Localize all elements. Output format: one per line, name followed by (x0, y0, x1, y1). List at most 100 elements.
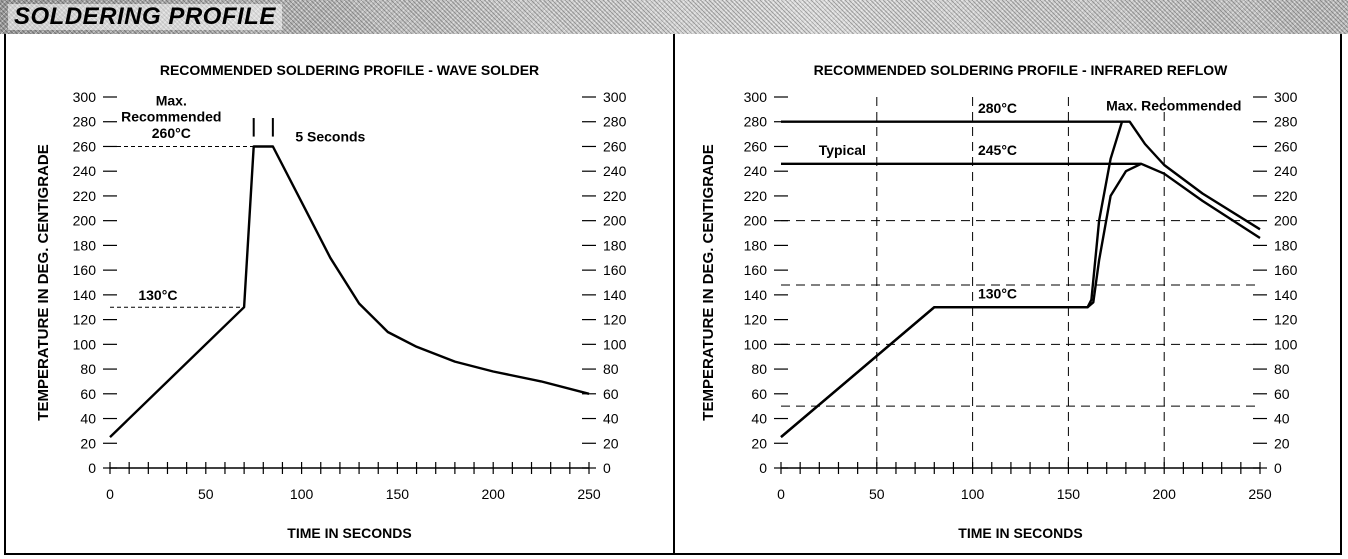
y-tick-label-right: 80 (603, 361, 619, 377)
y-tick-label-left: 140 (73, 287, 97, 303)
annotation-label: 130°C (978, 286, 1017, 302)
y-tick-label-left: 200 (744, 213, 768, 229)
panel-divider (673, 34, 675, 555)
y-tick-label-right: 200 (603, 213, 627, 229)
y-tick-label-right: 300 (603, 89, 627, 105)
y-tick-label-left: 100 (744, 336, 768, 352)
y-tick-label-left: 0 (759, 460, 767, 476)
x-axis-label: TIME IN SECONDS (287, 525, 411, 541)
x-tick-label: 50 (869, 486, 885, 502)
x-tick-label: 200 (482, 486, 506, 502)
x-tick-label: 50 (198, 486, 214, 502)
y-tick-label-left: 300 (73, 89, 97, 105)
y-tick-label-left: 180 (744, 237, 768, 253)
y-tick-label-right: 240 (1274, 163, 1298, 179)
y-tick-label-left: 240 (73, 163, 97, 179)
y-tick-label-left: 200 (73, 213, 97, 229)
y-tick-label-right: 200 (1274, 213, 1298, 229)
y-tick-label-left: 300 (744, 89, 768, 105)
wave-solder-chart: RECOMMENDED SOLDERING PROFILE - WAVE SOL… (35, 62, 627, 541)
annotation-label: Typical (819, 142, 866, 158)
x-tick-label: 0 (106, 486, 114, 502)
chart-title: RECOMMENDED SOLDERING PROFILE - WAVE SOL… (160, 62, 539, 78)
annotation-label: 280°C (978, 100, 1017, 116)
chart-title: RECOMMENDED SOLDERING PROFILE - INFRARED… (814, 62, 1229, 78)
y-tick-label-right: 160 (603, 262, 627, 278)
y-tick-label-right: 40 (1274, 411, 1290, 427)
annotation-label: 245°C (978, 142, 1017, 158)
series-line-1 (109, 145, 590, 438)
y-tick-label-left: 120 (73, 312, 97, 328)
annotation-label: Max. (156, 93, 187, 109)
y-tick-label-left: 160 (744, 262, 768, 278)
y-tick-label-left: 240 (744, 163, 768, 179)
series-line-2 (780, 162, 1261, 439)
y-tick-label-right: 300 (1274, 89, 1298, 105)
x-axis-label: TIME IN SECONDS (958, 525, 1082, 541)
y-tick-label-left: 180 (73, 237, 97, 253)
series-line-1 (780, 120, 1261, 439)
x-tick-label: 250 (1248, 486, 1272, 502)
annotation-label: 5 Seconds (295, 129, 365, 145)
y-tick-label-right: 240 (603, 163, 627, 179)
y-tick-label-left: 40 (80, 411, 96, 427)
x-tick-label: 250 (577, 486, 601, 502)
y-tick-label-right: 60 (1274, 386, 1290, 402)
y-tick-label-left: 160 (73, 262, 97, 278)
y-tick-label-right: 40 (603, 411, 619, 427)
header-title: SOLDERING PROFILE (8, 4, 282, 30)
header-banner: SOLDERING PROFILE (0, 0, 1348, 34)
y-tick-label-right: 260 (603, 138, 627, 154)
annotation-label: 260°C (152, 125, 191, 141)
annotation-label: 130°C (138, 287, 177, 303)
x-tick-label: 150 (386, 486, 410, 502)
x-tick-label: 0 (777, 486, 785, 502)
y-tick-label-right: 180 (1274, 237, 1298, 253)
y-tick-label-right: 0 (603, 460, 611, 476)
y-tick-label-right: 220 (603, 188, 627, 204)
y-tick-label-left: 220 (744, 188, 768, 204)
y-tick-label-right: 280 (603, 114, 627, 130)
y-tick-label-left: 280 (744, 114, 768, 130)
y-tick-label-left: 220 (73, 188, 97, 204)
y-tick-label-right: 120 (603, 312, 627, 328)
y-tick-label-left: 120 (744, 312, 768, 328)
y-tick-label-left: 280 (73, 114, 97, 130)
y-tick-label-left: 60 (751, 386, 767, 402)
y-tick-label-left: 140 (744, 287, 768, 303)
y-tick-label-right: 20 (603, 435, 619, 451)
y-tick-label-right: 0 (1274, 460, 1282, 476)
x-tick-label: 100 (961, 486, 985, 502)
y-tick-label-right: 100 (603, 336, 627, 352)
y-tick-label-right: 120 (1274, 312, 1298, 328)
y-tick-label-right: 260 (1274, 138, 1298, 154)
y-tick-label-right: 220 (1274, 188, 1298, 204)
y-tick-label-left: 100 (73, 336, 97, 352)
y-tick-label-left: 60 (80, 386, 96, 402)
y-tick-label-right: 280 (1274, 114, 1298, 130)
annotation-label: Recommended (121, 109, 221, 125)
y-tick-label-left: 260 (73, 138, 97, 154)
y-tick-label-right: 180 (603, 237, 627, 253)
y-tick-label-left: 20 (80, 435, 96, 451)
x-tick-label: 200 (1153, 486, 1177, 502)
annotation-label: Max. Recommended (1106, 98, 1241, 114)
y-tick-label-left: 260 (744, 138, 768, 154)
infrared-reflow-chart: RECOMMENDED SOLDERING PROFILE - INFRARED… (700, 62, 1298, 541)
y-axis-label: TEMPERATURE IN DEG. CENTIGRADE (700, 144, 717, 420)
y-tick-label-right: 160 (1274, 262, 1298, 278)
y-tick-label-right: 140 (603, 287, 627, 303)
y-tick-label-left: 0 (88, 460, 96, 476)
y-tick-label-right: 80 (1274, 361, 1290, 377)
y-axis-label: TEMPERATURE IN DEG. CENTIGRADE (35, 144, 52, 420)
y-tick-label-left: 20 (751, 435, 767, 451)
x-tick-label: 100 (290, 486, 314, 502)
y-tick-label-right: 60 (603, 386, 619, 402)
y-tick-label-right: 20 (1274, 435, 1290, 451)
x-tick-label: 150 (1057, 486, 1081, 502)
y-tick-label-left: 80 (80, 361, 96, 377)
y-tick-label-right: 100 (1274, 336, 1298, 352)
y-tick-label-right: 140 (1274, 287, 1298, 303)
y-tick-label-left: 80 (751, 361, 767, 377)
y-tick-label-left: 40 (751, 411, 767, 427)
